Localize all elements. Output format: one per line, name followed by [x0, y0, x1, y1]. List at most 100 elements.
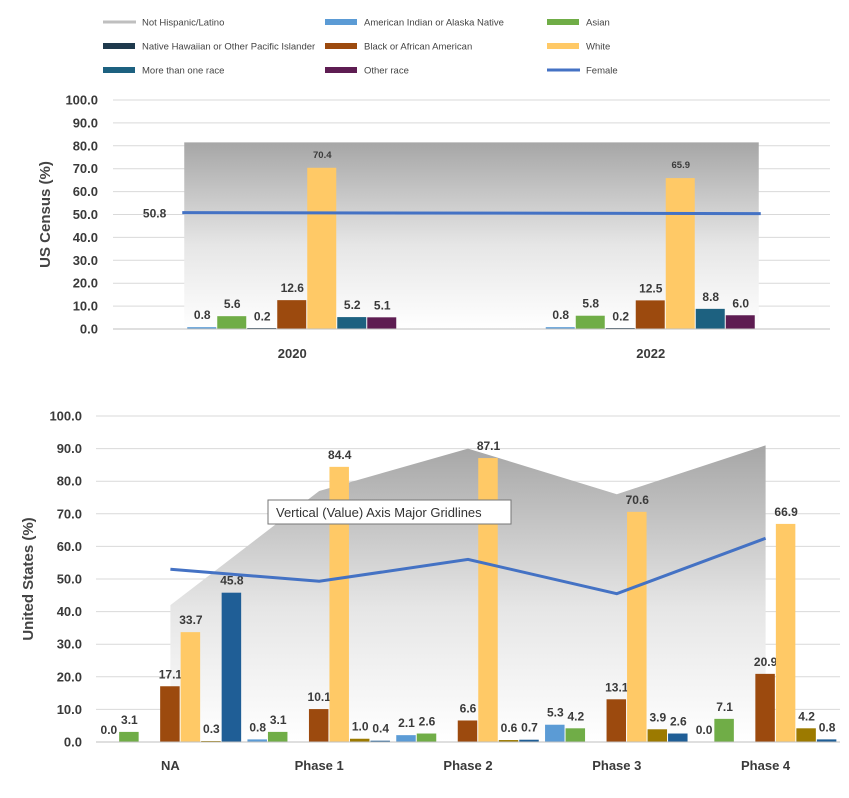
legend-label-female: Female — [586, 66, 618, 77]
legend-label-american-indian-or-alaska-native: American Indian or Alaska Native — [364, 18, 504, 29]
y-tick-label: 100.0 — [65, 93, 98, 108]
bar-more-than-one-race — [221, 592, 242, 742]
bar-other-race — [796, 728, 816, 742]
bar-white — [627, 511, 647, 742]
data-label-asian: 3.1 — [270, 713, 287, 727]
y-tick-label: 70.0 — [57, 506, 82, 521]
y-axis-title: United States (%) — [20, 517, 37, 640]
y-tick-label: 80.0 — [57, 474, 82, 489]
data-label-black-or-african-american: 6.6 — [460, 701, 477, 715]
bar-asian — [565, 728, 586, 742]
data-label-white: 87.1 — [477, 439, 501, 453]
bar-asian — [217, 316, 247, 329]
bar-white — [665, 178, 695, 329]
legend-swatch-asian — [547, 19, 579, 25]
data-label-american-indian-or-alaska-native: 2.1 — [398, 716, 415, 730]
data-label-white: 66.9 — [774, 505, 798, 519]
y-tick-label: 30.0 — [57, 637, 82, 652]
y-tick-label: 60.0 — [57, 539, 82, 554]
data-label-native-hawaiian-or-other-pacific-islander: 0.2 — [612, 310, 629, 324]
bar-black-or-african-american — [277, 300, 307, 329]
data-label-american-indian-or-alaska-native: 0.8 — [249, 720, 266, 734]
bar-more-than-one-race — [816, 739, 837, 742]
chart-united-states: 0.0 10.0 20.0 30.0 40.0 50.0 60.0 70.0 80.0 90.0 1… — [20, 409, 840, 773]
bar-black-or-african-american — [160, 686, 180, 742]
data-label-white: 33.7 — [179, 613, 203, 627]
data-label-white: 84.4 — [328, 448, 352, 462]
data-label-native-hawaiian-or-other-pacific-islander: 0.2 — [254, 310, 271, 324]
data-label-asian: 7.1 — [716, 700, 733, 714]
tooltip-text: Vertical (Value) Axis Major Gridlines — [276, 505, 482, 520]
legend-label-not-hispanic-latino: Not Hispanic/Latino — [142, 18, 224, 29]
data-label-black-or-african-american: 10.1 — [308, 690, 332, 704]
chart-us-census: 0.0 10.0 20.0 30.0 40.0 50.0 60.0 70.0 80.0 90.0 1… — [37, 93, 830, 361]
bar-more-than-one-race — [370, 740, 390, 742]
data-label-white: 70.4 — [313, 150, 332, 161]
x-tick-label: 2022 — [636, 346, 665, 361]
tooltip-box — [267, 499, 512, 525]
data-label-american-indian-or-alaska-native: 5.3 — [547, 706, 564, 720]
data-label-black-or-african-american: 13.1 — [605, 680, 629, 694]
legend-swatch-native-hawaiian-or-other-pacific-islander — [103, 43, 135, 49]
data-label-american-indian-or-alaska-native: 0.0 — [696, 723, 713, 737]
x-tick-label: Phase 3 — [592, 758, 641, 773]
legend-label-asian: Asian — [586, 18, 610, 29]
bar-white — [180, 632, 201, 742]
data-label-american-indian-or-alaska-native: 0.8 — [194, 308, 211, 322]
bar-black-or-african-american — [755, 673, 775, 742]
bar-asian — [714, 718, 734, 742]
bar-white — [478, 458, 498, 742]
data-label-american-indian-or-alaska-native: 0.8 — [552, 308, 569, 322]
x-tick-label: 2020 — [278, 346, 307, 361]
data-label-other-race: 6.0 — [732, 296, 749, 310]
data-label-more-than-one-race: 0.8 — [819, 720, 836, 734]
bar-other-race — [725, 315, 755, 329]
y-tick-label: 100.0 — [49, 409, 82, 424]
y-axis-title: US Census (%) — [37, 161, 54, 268]
y-tick-label: 0.0 — [64, 735, 82, 750]
legend-swatch-american-indian-or-alaska-native — [325, 19, 357, 25]
data-label-asian: 4.2 — [567, 709, 584, 723]
data-label-white: 65.9 — [672, 160, 691, 171]
x-tick-label: Phase 4 — [741, 758, 791, 773]
legend-label-other-race: Other race — [364, 66, 409, 77]
data-label-asian: 2.6 — [419, 715, 436, 729]
data-label-white: 70.6 — [626, 493, 650, 507]
data-label-other-race: 5.1 — [374, 298, 391, 312]
bar-more-than-one-race — [337, 317, 367, 329]
y-tick-label: 50.0 — [57, 572, 82, 587]
x-tick-label: NA — [161, 758, 180, 773]
y-tick-label: 40.0 — [57, 604, 82, 619]
y-tick-label: 40.0 — [73, 230, 98, 245]
y-tick-label: 0.0 — [80, 322, 98, 337]
x-tick-label: Phase 2 — [443, 758, 492, 773]
data-label-other-race: 1.0 — [352, 720, 369, 734]
legend-swatch-white — [547, 43, 579, 49]
data-label-more-than-one-race: 2.6 — [670, 715, 687, 729]
line-female — [170, 536, 767, 596]
bar-american-indian-or-alaska-native — [545, 724, 565, 742]
data-label-asian: 5.6 — [224, 297, 241, 311]
legend-label-black-or-african-american: Black or African American — [364, 42, 472, 53]
bar-black-or-african-american — [308, 709, 329, 742]
y-tick-label: 20.0 — [57, 669, 82, 684]
bar-black-or-african-american — [606, 699, 627, 742]
bar-more-than-one-race — [695, 308, 725, 329]
bar-more-than-one-race — [519, 739, 539, 742]
bar-american-indian-or-alaska-native — [396, 735, 416, 742]
data-label-more-than-one-race: 0.4 — [372, 722, 389, 736]
bar-asian — [575, 315, 605, 329]
y-tick-label: 50.0 — [73, 207, 98, 222]
bar-american-indian-or-alaska-native — [247, 739, 267, 742]
legend-label-native-hawaiian-or-other-pacific-islander: Native Hawaiian or Other Pacific Islande… — [142, 42, 315, 53]
y-tick-label: 10.0 — [57, 702, 82, 717]
data-label-other-race: 4.2 — [798, 709, 815, 723]
area-not-hispanic-latino — [170, 445, 766, 742]
data-label-other-race: 0.6 — [501, 721, 518, 735]
bar-other-race — [647, 729, 668, 742]
legend-swatch-more-than-one-race — [103, 67, 135, 73]
data-label-female: 50.8 — [143, 207, 167, 221]
legend: Not Hispanic/Latino American Indian or Al… — [103, 18, 618, 77]
legend-label-white: White — [586, 42, 610, 53]
